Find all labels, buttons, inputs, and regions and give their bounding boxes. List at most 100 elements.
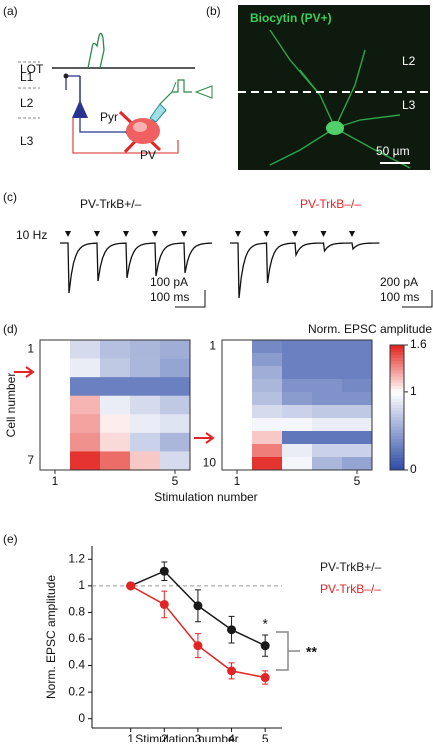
scale-label: 200 pA bbox=[380, 275, 418, 289]
heat-cell bbox=[282, 392, 313, 406]
x-tick-label: 2 bbox=[161, 732, 168, 742]
colorbar-step bbox=[390, 416, 404, 421]
colorbar-step bbox=[390, 463, 404, 468]
heat-cell bbox=[252, 418, 283, 432]
trace bbox=[60, 242, 213, 294]
heat-cell bbox=[100, 414, 131, 434]
heat-cell bbox=[70, 358, 101, 378]
heat-cell bbox=[342, 379, 373, 393]
heat-cell bbox=[312, 457, 343, 471]
heat-cell bbox=[222, 379, 253, 393]
y-tick-label: 0.2 bbox=[68, 684, 85, 698]
x-axis-label: Stimulation number bbox=[154, 490, 257, 504]
heat-cell bbox=[252, 353, 283, 367]
panel-label: (b) bbox=[206, 4, 221, 18]
colorbar-step bbox=[390, 423, 404, 427]
colorbar-step bbox=[390, 360, 404, 365]
colorbar-tick-label: 1.6 bbox=[410, 337, 427, 351]
scale-bar bbox=[175, 290, 206, 308]
stimulus-marker bbox=[152, 231, 158, 237]
heat-cell bbox=[70, 395, 101, 415]
heat-cell bbox=[312, 418, 343, 432]
heat-cell bbox=[282, 405, 313, 419]
x-axis-label: Stimulation number bbox=[135, 732, 238, 742]
heat-cell bbox=[342, 392, 373, 406]
panel-label: (a) bbox=[3, 4, 18, 18]
heat-cell bbox=[100, 432, 131, 452]
heat-cell bbox=[222, 405, 253, 419]
heat-cell bbox=[160, 451, 191, 471]
colorbar-step bbox=[390, 404, 404, 408]
heat-cell bbox=[312, 392, 343, 406]
scale-bar bbox=[402, 290, 433, 308]
colorbar-step bbox=[390, 357, 404, 362]
annotation: ** bbox=[306, 644, 317, 660]
colorbar-step bbox=[390, 429, 404, 433]
heat-cell bbox=[160, 414, 191, 434]
layer-label: L3 bbox=[20, 134, 34, 148]
heat-cell bbox=[252, 340, 283, 354]
heat-cell bbox=[40, 377, 71, 397]
heat-cell bbox=[252, 457, 283, 471]
heat-cell bbox=[282, 340, 313, 354]
frame bbox=[39, 339, 191, 471]
stimulus-marker bbox=[65, 231, 71, 237]
micrograph-title: Biocytin (PV+) bbox=[250, 11, 332, 25]
heat-cell bbox=[222, 353, 253, 367]
heat-cell bbox=[160, 358, 191, 378]
heat-cell bbox=[130, 358, 161, 378]
colorbar-tick-label: 1 bbox=[410, 384, 417, 398]
layer-label: L3 bbox=[402, 98, 416, 112]
data-point bbox=[227, 666, 237, 676]
y-tick-label: 1 bbox=[27, 341, 34, 355]
colorbar-step bbox=[390, 438, 404, 443]
stimulus-label: 10 Hz bbox=[16, 228, 47, 242]
heat-cell bbox=[282, 457, 313, 471]
y-axis-label: Cell number bbox=[4, 373, 18, 438]
frame bbox=[221, 339, 373, 471]
panel-label: (e) bbox=[3, 532, 18, 546]
heat-cell bbox=[252, 392, 283, 406]
layer-label: L1 bbox=[20, 70, 34, 84]
layer-label: LOT bbox=[20, 62, 44, 76]
heat-cell bbox=[342, 340, 373, 354]
annotation: * bbox=[262, 616, 268, 632]
y-tick-label: 0.4 bbox=[68, 658, 85, 672]
stimulus-marker bbox=[320, 231, 327, 237]
colorbar-step bbox=[390, 373, 404, 377]
trace-title: PV-TrkB+/– bbox=[80, 197, 142, 211]
micrograph bbox=[238, 5, 430, 170]
heat-cell bbox=[222, 392, 253, 406]
heat-cell bbox=[342, 418, 373, 432]
heat-cell bbox=[70, 451, 101, 471]
stimulus-marker bbox=[292, 231, 298, 237]
heat-cell bbox=[130, 395, 161, 415]
heat-cell bbox=[160, 340, 191, 359]
x-tick-label: 1 bbox=[52, 474, 59, 488]
y-tick-label: 0.6 bbox=[68, 631, 85, 645]
heat-cell bbox=[282, 366, 313, 380]
colorbar-step bbox=[390, 426, 404, 430]
heat-cell bbox=[130, 414, 161, 434]
heat-cell bbox=[312, 366, 343, 380]
heat-cell bbox=[312, 340, 343, 354]
colorbar-step bbox=[390, 370, 404, 374]
x-tick-label: 4 bbox=[228, 732, 235, 742]
heat-cell bbox=[342, 353, 373, 367]
colorbar-step bbox=[390, 435, 404, 440]
data-point bbox=[193, 641, 203, 651]
heat-cell bbox=[312, 444, 343, 458]
heat-cell bbox=[40, 358, 71, 378]
heat-cell bbox=[342, 431, 373, 445]
x-tick-label: 5 bbox=[262, 732, 269, 742]
scale-label: 100 ms bbox=[380, 290, 419, 304]
y-tick-label: 1 bbox=[78, 578, 85, 592]
data-point bbox=[260, 673, 270, 683]
heat-cell bbox=[312, 405, 343, 419]
colorbar-step bbox=[390, 445, 404, 449]
legend-entry: PV-TrkB–/– bbox=[320, 582, 381, 596]
heat-cell bbox=[40, 395, 71, 415]
colorbar-step bbox=[390, 351, 404, 355]
heat-cell bbox=[130, 340, 161, 359]
heat-cell bbox=[70, 432, 101, 452]
